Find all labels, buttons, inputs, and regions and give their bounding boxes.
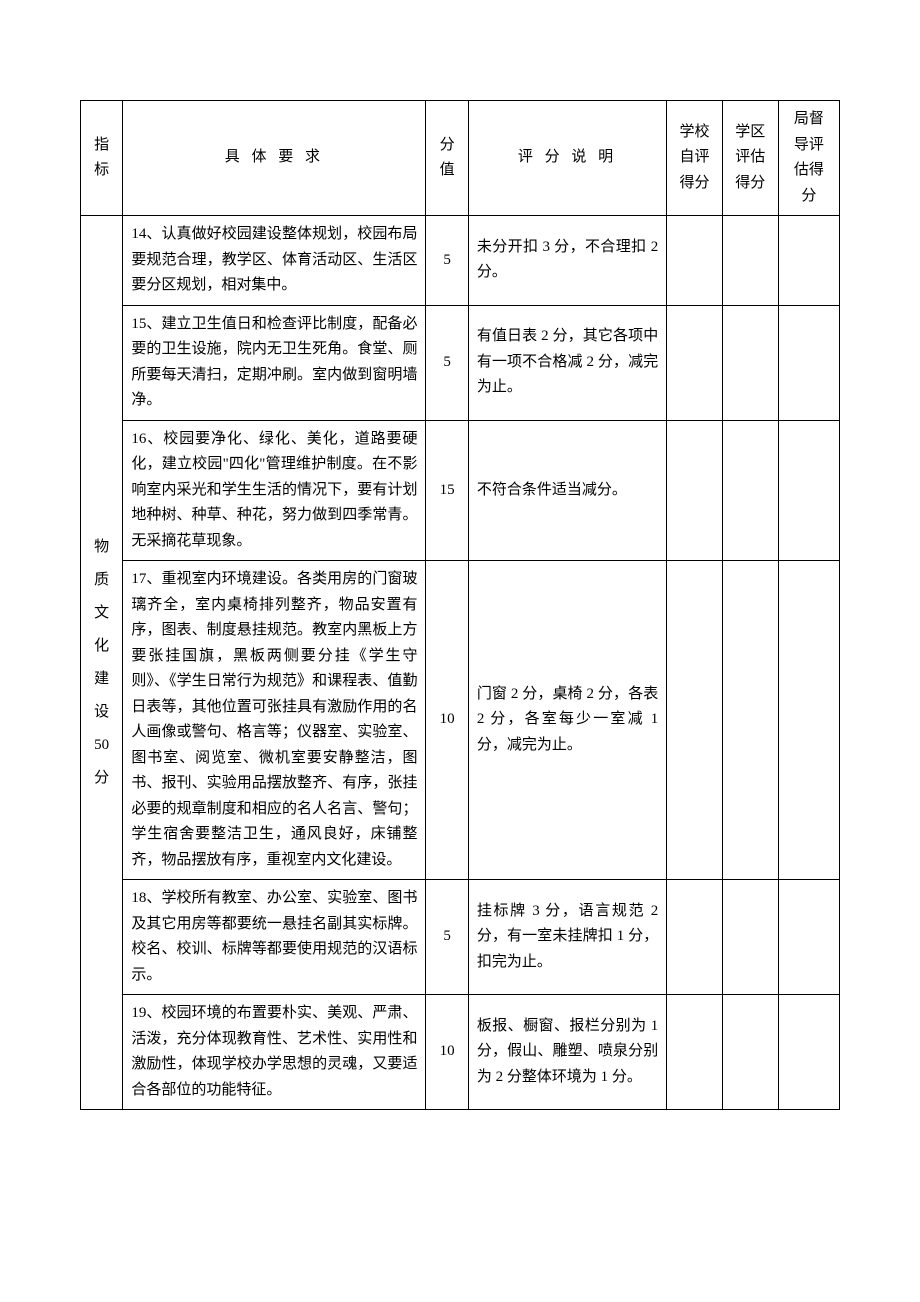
explanation-cell: 挂标牌 3 分，语言规范 2 分，有一室未挂牌扣 1 分，扣完为止。 [468,880,666,995]
bureau-score-cell [778,305,839,420]
header-indicator: 指标 [81,101,123,216]
indicator-char: 设 [89,696,114,729]
district-score-cell [722,216,778,306]
district-score-cell [722,880,778,995]
self-score-cell [667,216,723,306]
header-row: 指标 具 体 要 求 分值 评 分 说 明 学校自评得分 学区评估得分 局督导评… [81,101,840,216]
self-score-cell [667,880,723,995]
district-score-cell [722,995,778,1110]
score-cell: 5 [426,216,468,306]
indicator-char: 建 [89,663,114,696]
requirement-cell: 19、校园环境的布置要朴实、美观、严肃、活泼，充分体现教育性、艺术性、实用性和激… [123,995,426,1110]
indicator-char: 物 [89,531,114,564]
indicator-cell: 物 质 文 化 建 设 50 分 [81,216,123,1110]
self-score-cell [667,305,723,420]
explanation-cell: 未分开扣 3 分，不合理扣 2 分。 [468,216,666,306]
header-self-score: 学校自评得分 [667,101,723,216]
explanation-cell: 不符合条件适当减分。 [468,420,666,561]
requirement-cell: 18、学校所有教室、办公室、实验室、图书及其它用房等都要统一悬挂名副其实标牌。校… [123,880,426,995]
requirement-cell: 16、校园要净化、绿化、美化，道路要硬化，建立校园"四化"管理维护制度。在不影响… [123,420,426,561]
bureau-score-cell [778,420,839,561]
bureau-score-cell [778,880,839,995]
indicator-char: 50 [89,729,114,762]
table-row: 18、学校所有教室、办公室、实验室、图书及其它用房等都要统一悬挂名副其实标牌。校… [81,880,840,995]
self-score-cell [667,561,723,880]
self-score-cell [667,995,723,1110]
requirement-cell: 14、认真做好校园建设整体规划，校园布局要规范合理，教学区、体育活动区、生活区要… [123,216,426,306]
district-score-cell [722,420,778,561]
evaluation-table: 指标 具 体 要 求 分值 评 分 说 明 学校自评得分 学区评估得分 局督导评… [80,100,840,1110]
district-score-cell [722,561,778,880]
table-row: 19、校园环境的布置要朴实、美观、严肃、活泼，充分体现教育性、艺术性、实用性和激… [81,995,840,1110]
score-cell: 5 [426,880,468,995]
header-score: 分值 [426,101,468,216]
score-cell: 5 [426,305,468,420]
district-score-cell [722,305,778,420]
table-row: 16、校园要净化、绿化、美化，道路要硬化，建立校园"四化"管理维护制度。在不影响… [81,420,840,561]
self-score-cell [667,420,723,561]
explanation-cell: 门窗 2 分，桌椅 2 分，各表 2 分，各室每少一室减 1 分，减完为止。 [468,561,666,880]
header-explanation: 评 分 说 明 [468,101,666,216]
header-district-score: 学区评估得分 [722,101,778,216]
bureau-score-cell [778,995,839,1110]
bureau-score-cell [778,216,839,306]
indicator-char: 文 [89,597,114,630]
indicator-char: 分 [89,762,114,795]
score-cell: 10 [426,995,468,1110]
table-row: 17、重视室内环境建设。各类用房的门窗玻璃齐全，室内桌椅排列整齐，物品安置有序，… [81,561,840,880]
score-cell: 15 [426,420,468,561]
bureau-score-cell [778,561,839,880]
indicator-char: 质 [89,564,114,597]
table-row: 物 质 文 化 建 设 50 分 14、认真做好校园建设整体规划，校园布局要规范… [81,216,840,306]
requirement-cell: 15、建立卫生值日和检查评比制度，配备必要的卫生设施，院内无卫生死角。食堂、厕所… [123,305,426,420]
header-requirement: 具 体 要 求 [123,101,426,216]
explanation-cell: 有值日表 2 分，其它各项中有一项不合格减 2 分，减完为止。 [468,305,666,420]
indicator-char: 化 [89,630,114,663]
score-cell: 10 [426,561,468,880]
header-bureau-score: 局督导评估得分 [778,101,839,216]
table-row: 15、建立卫生值日和检查评比制度，配备必要的卫生设施，院内无卫生死角。食堂、厕所… [81,305,840,420]
explanation-cell: 板报、橱窗、报栏分别为 1 分，假山、雕塑、喷泉分别为 2 分整体环境为 1 分… [468,995,666,1110]
requirement-cell: 17、重视室内环境建设。各类用房的门窗玻璃齐全，室内桌椅排列整齐，物品安置有序，… [123,561,426,880]
